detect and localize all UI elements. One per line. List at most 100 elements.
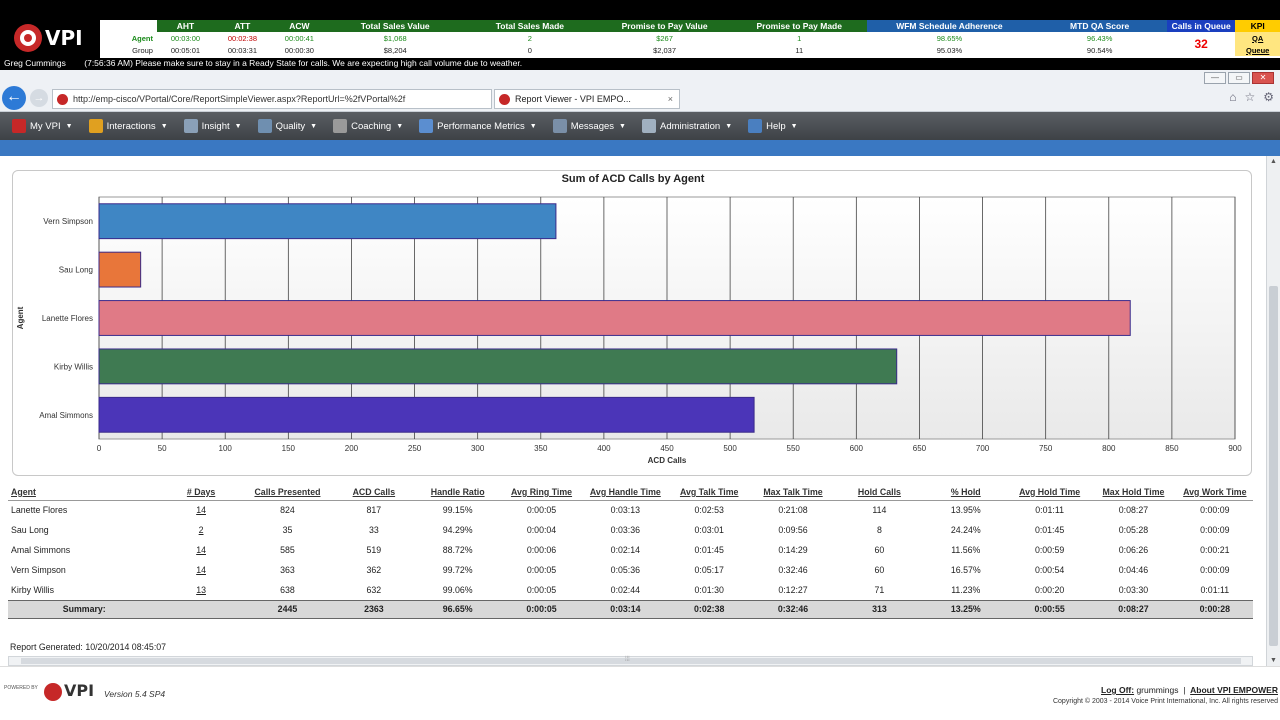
table-cell: 114: [872, 505, 887, 516]
log-off-link[interactable]: Log Off:: [1101, 685, 1135, 695]
table-row: Sau Long 2 35 33 94.29% 0:00:04 0:03:36 0:03:01…: [8, 520, 1253, 540]
x-tick-label: 700: [976, 444, 990, 453]
about-link[interactable]: About VPI EMPOWER: [1190, 685, 1278, 695]
settings-gear-icon[interactable]: ⚙: [1263, 90, 1274, 104]
kpi-header: ACW: [270, 20, 328, 32]
tab-close-icon[interactable]: ×: [667, 94, 673, 104]
acd-calls-bar-chart: 0 50 100 150 200 250 300 350 400 450 500 550 600 650 7…: [16, 196, 1242, 465]
column-header[interactable]: Max Talk Time: [749, 484, 837, 501]
table-cell: 632: [366, 584, 382, 595]
menu-item-performance-metrics[interactable]: Performance Metrics ▼: [411, 112, 545, 140]
table-cell: 0:01:11: [1200, 584, 1230, 595]
menu-item-coaching[interactable]: Coaching ▼: [325, 112, 411, 140]
table-cell: 8: [876, 525, 882, 535]
vertical-scroll-thumb[interactable]: [1269, 286, 1278, 646]
summary-cell: 96.65%: [414, 599, 501, 619]
days-link[interactable]: 2: [198, 525, 204, 535]
menu-item-label: Administration: [659, 120, 721, 132]
menu-item-administration[interactable]: Administration ▼: [634, 112, 740, 140]
column-header[interactable]: Max Hold Time: [1090, 484, 1177, 501]
summary-cell: 2363: [333, 599, 415, 619]
chevron-down-icon: ▼: [619, 122, 626, 130]
days-link[interactable]: 14: [196, 565, 206, 575]
table-cell: Lanette Flores: [11, 505, 68, 516]
table-cell: 0:00:06: [526, 545, 557, 555]
y-axis-title: Agent: [16, 306, 25, 329]
insight-icon: [183, 119, 198, 133]
menu-item-help[interactable]: Help ▼: [740, 112, 805, 140]
kpi-value: 2: [527, 33, 532, 43]
menu-item-messages[interactable]: Messages ▼: [545, 112, 634, 140]
close-window-icon[interactable]: ✕: [1252, 72, 1274, 84]
days-link[interactable]: 13: [196, 584, 206, 595]
address-bar[interactable]: http://emp-cisco/VPortal/Core/ReportSimp…: [52, 89, 492, 109]
column-header[interactable]: % Hold: [922, 484, 1009, 501]
table-cell: 0:05:36: [610, 565, 641, 575]
table-cell: 71: [874, 584, 885, 595]
scroll-down-arrow-icon[interactable]: ▼: [1270, 657, 1277, 664]
vertical-scrollbar[interactable]: ▲ ▼: [1266, 156, 1280, 666]
kpi-qa-link[interactable]: QA: [1235, 32, 1280, 44]
kpi-header: WFM Schedule Adherence: [866, 20, 1033, 32]
table-cell: 13.95%: [950, 505, 981, 516]
column-header[interactable]: Agent: [8, 484, 161, 501]
kpi-header: KPI: [1235, 20, 1280, 32]
table-cell: 0:14:29: [778, 545, 808, 555]
favorites-star-icon[interactable]: ☆: [1244, 90, 1256, 104]
table-cell: 60: [874, 545, 885, 555]
summary-cell: 0:00:55: [1008, 599, 1091, 619]
menu-item-quality[interactable]: Quality ▼: [250, 112, 326, 140]
home-icon[interactable]: ⌂: [1229, 90, 1237, 104]
column-header[interactable]: Avg Work Time: [1176, 484, 1253, 501]
kpi-value: $1,068: [383, 33, 407, 43]
chevron-down-icon: ▼: [160, 122, 168, 130]
table-cell: 0:01:45: [694, 545, 724, 555]
maximize-icon[interactable]: ▭: [1228, 72, 1250, 84]
row-label: Agent: [131, 33, 153, 43]
column-header[interactable]: # Days: [160, 484, 242, 501]
back-arrow-icon[interactable]: ←: [2, 86, 26, 110]
column-header[interactable]: Calls Presented: [241, 484, 334, 501]
kpi-bar: VPI AHT ATT ACW Total Sales Value Total …: [0, 0, 1280, 70]
days-link[interactable]: 14: [196, 505, 206, 516]
kpi-header-row: AHT ATT ACW Total Sales Value Total Sale…: [100, 20, 1280, 32]
kpi-queue-link[interactable]: Queue: [1235, 44, 1280, 56]
chart-title: Sum of ACD Calls by Agent: [561, 173, 705, 185]
column-header[interactable]: Hold Calls: [836, 484, 923, 501]
footer-logo-text: VPI: [64, 681, 95, 700]
kpi-value: 00:03:00: [170, 33, 201, 43]
vpi-logo-text: VPI: [45, 26, 83, 50]
table-cell: 0:03:13: [610, 505, 641, 516]
table-header-row: Agent # Days Calls Presented ACD Calls Handl…: [8, 484, 1253, 501]
scroll-up-arrow-icon[interactable]: ▲: [1270, 158, 1277, 165]
x-tick-label: 150: [282, 444, 296, 453]
table-cell: 638: [280, 584, 295, 595]
minimize-icon[interactable]: —: [1204, 72, 1226, 84]
column-header[interactable]: Avg Talk Time: [668, 484, 750, 501]
kpi-value: 11: [795, 45, 804, 55]
column-header[interactable]: ACD Calls: [333, 484, 415, 501]
menu-item-my-vpi[interactable]: My VPI ▼: [4, 112, 81, 140]
column-header[interactable]: Avg Handle Time: [582, 484, 669, 501]
menu-item-interactions[interactable]: Interactions ▼: [81, 112, 176, 140]
horizontal-scroll-thumb[interactable]: [21, 658, 1241, 664]
kpi-value: $2,037: [653, 45, 677, 55]
menu-item-insight[interactable]: Insight ▼: [176, 112, 250, 140]
x-axis-title: ACD Calls: [648, 456, 687, 465]
browser-tab-report-viewer[interactable]: Report Viewer - VPI EMPO... ×: [494, 89, 680, 109]
kpi-value: 00:00:41: [284, 33, 314, 43]
summary-cell: 13.25%: [922, 599, 1009, 619]
column-header[interactable]: Avg Ring Time: [500, 484, 583, 501]
summary-cell: 0:00:28: [1176, 599, 1253, 619]
horizontal-scrollbar[interactable]: ⦙⦙⦙: [8, 656, 1253, 666]
column-header[interactable]: Avg Hold Time: [1008, 484, 1091, 501]
table-cell: 0:21:08: [778, 505, 808, 516]
column-header[interactable]: Handle Ratio: [414, 484, 501, 501]
table-row: Amal Simmons 14 585 519 88.72% 0:00:06 0:02:14…: [8, 540, 1253, 560]
table-cell: 824: [280, 505, 295, 516]
days-link[interactable]: 14: [196, 545, 206, 555]
kpi-value: $267: [656, 33, 673, 43]
forward-arrow-icon[interactable]: →: [30, 89, 48, 107]
summary-cell: 0:03:14: [582, 599, 669, 619]
copyright: Copyright © 2003 - 2014 Voice Print Inte…: [1052, 698, 1278, 705]
